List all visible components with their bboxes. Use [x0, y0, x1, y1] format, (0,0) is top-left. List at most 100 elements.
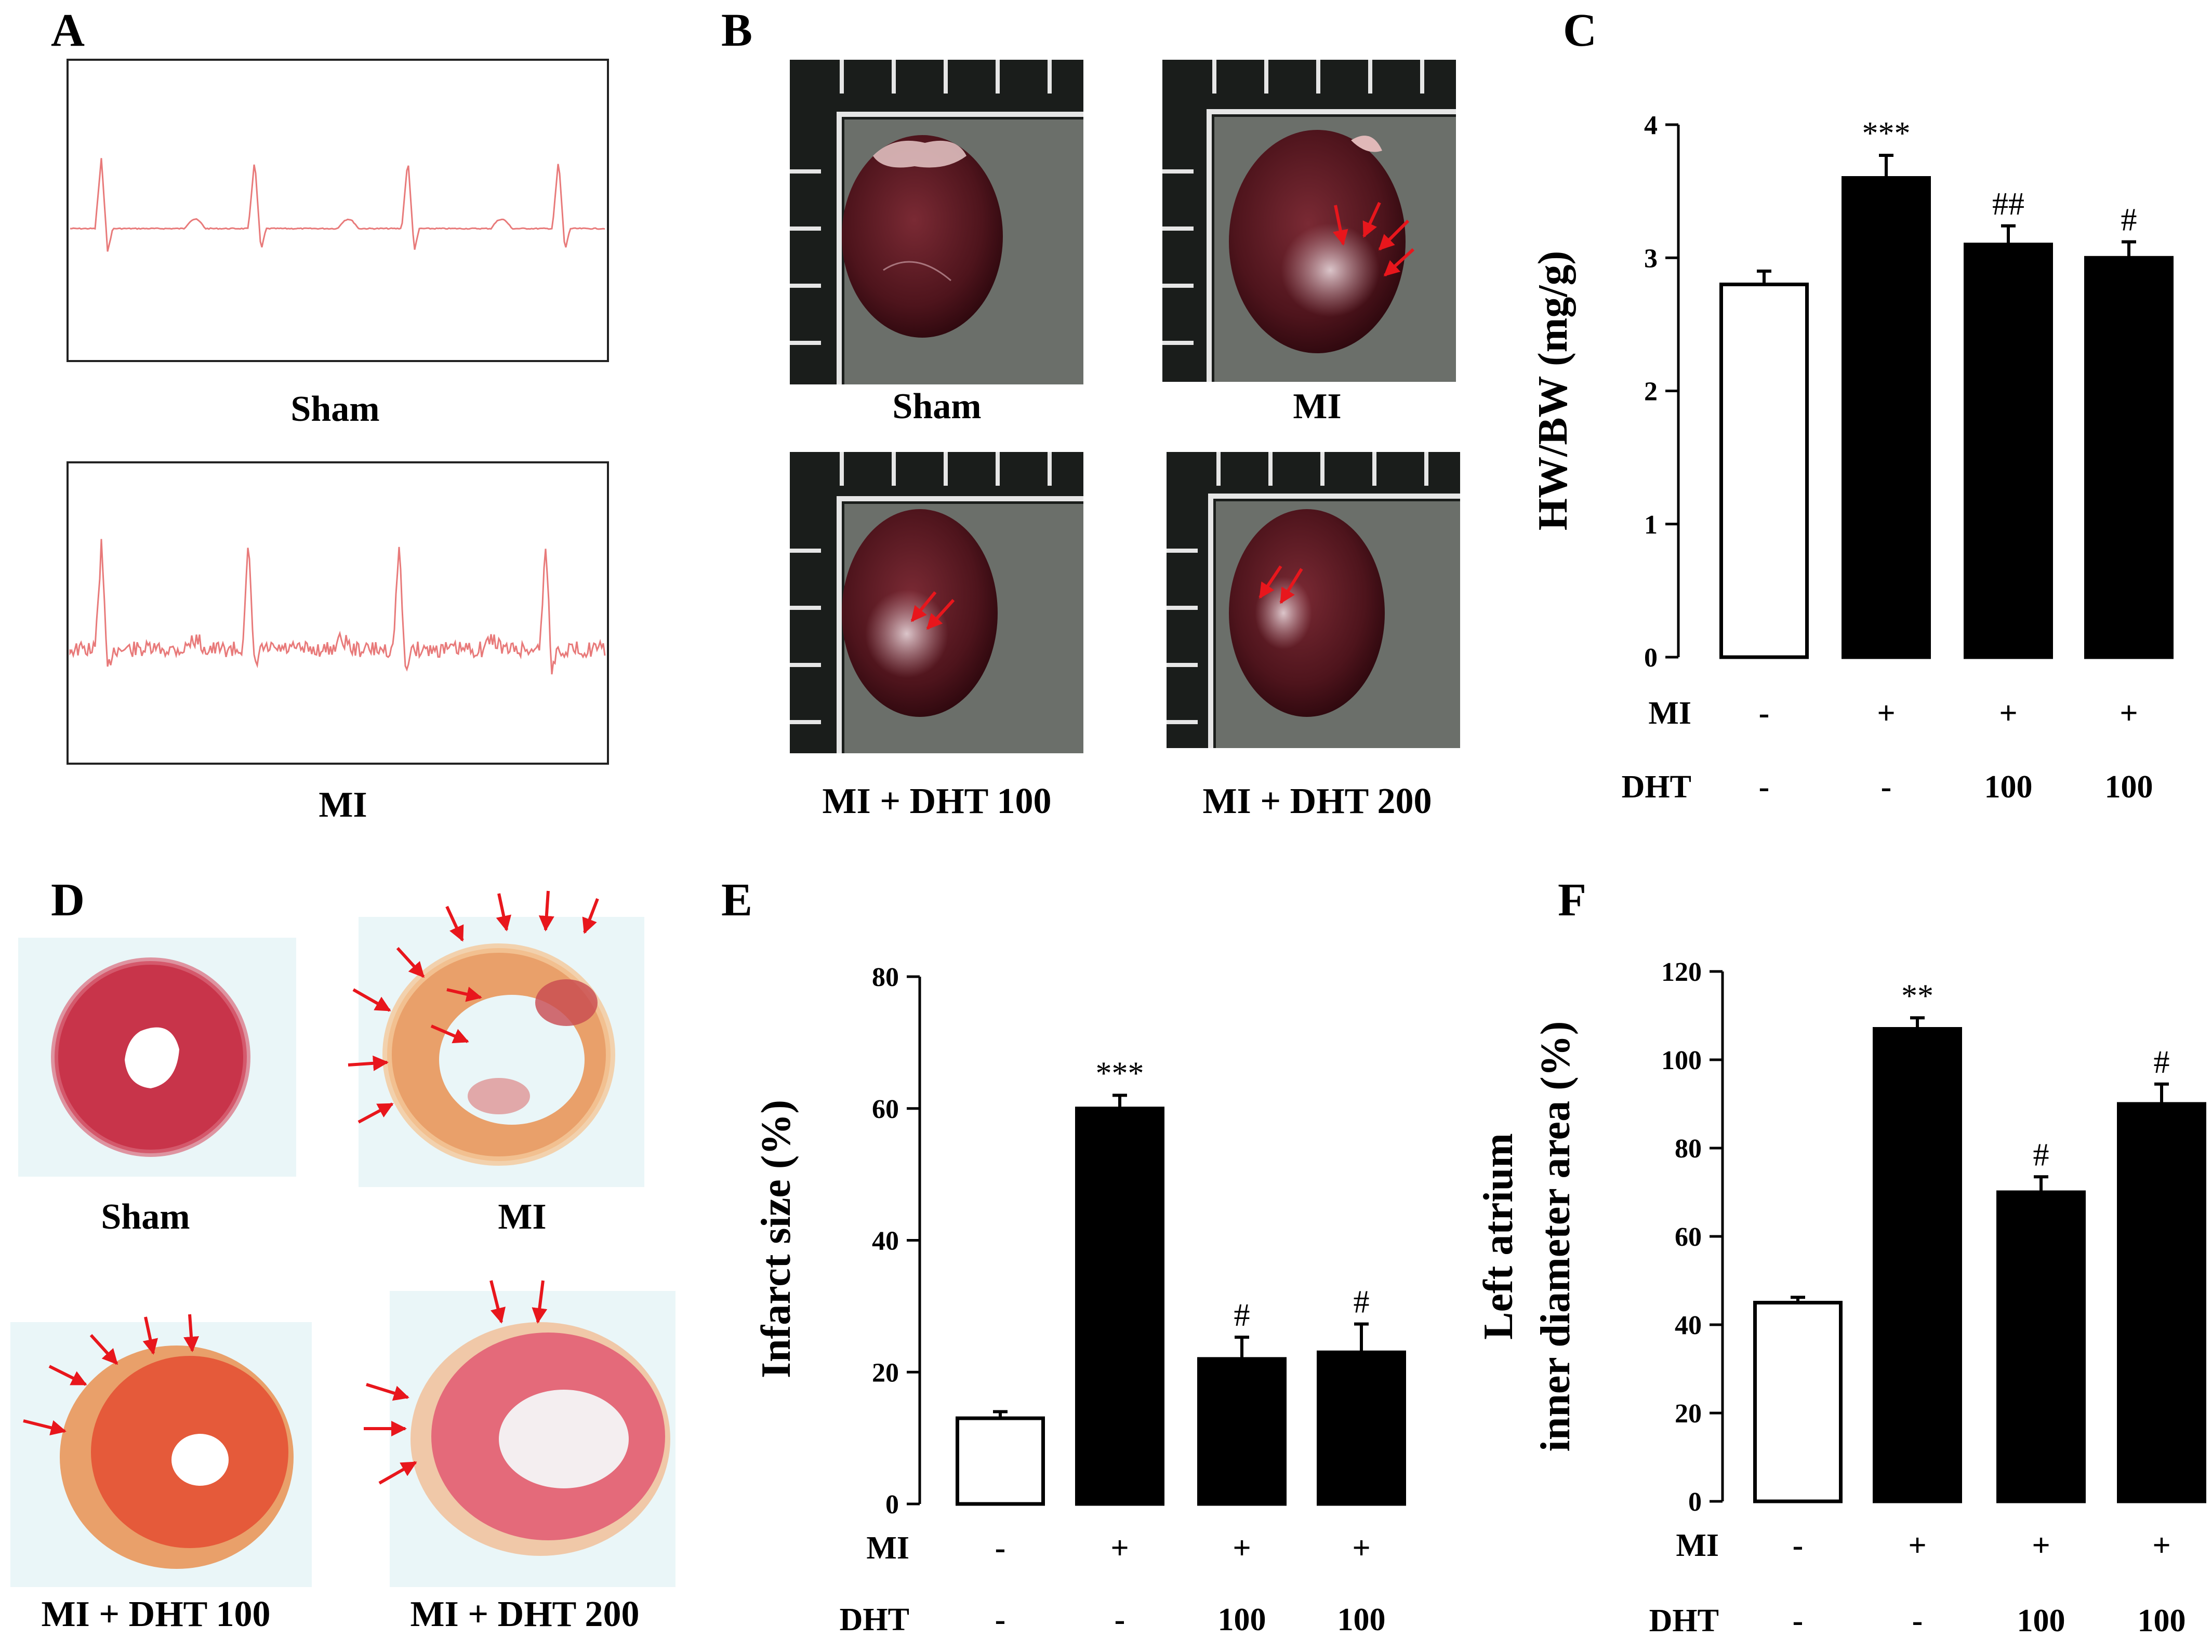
significance-marker: ## [1992, 186, 2024, 222]
slice-photo-mi [359, 917, 644, 1187]
condition-value: + [1999, 696, 2017, 731]
y-axis-label: HW/BW (mg/g) [1530, 251, 1576, 531]
infarct-arrows-dht200-slice [364, 1280, 548, 1485]
condition-value: - [1115, 1602, 1125, 1637]
condition-value: + [1908, 1528, 1926, 1563]
heart-photo-mi-dht200 [1167, 452, 1460, 748]
infarct-arrows-dht100-slice [23, 1314, 200, 1436]
bar [1996, 1190, 2086, 1503]
y-tick-label: 0 [1644, 643, 1658, 673]
condition-value: + [1110, 1530, 1129, 1566]
bar [1753, 1301, 1843, 1503]
condition-value: - [1759, 769, 1770, 805]
condition-row-label: DHT [1649, 1603, 1719, 1638]
y-tick-label: 60 [1675, 1222, 1702, 1252]
condition-row-label: MI [866, 1530, 909, 1566]
y-tick-label: 40 [872, 1227, 899, 1256]
y-tick-label: 60 [872, 1095, 899, 1124]
condition-value: - [1793, 1603, 1804, 1638]
condition-value: 100 [1218, 1602, 1266, 1637]
heart-photo-mi-dht100 [790, 452, 1083, 753]
bar-chart-infarct-size: 0 20 40 60 80 Infarct size (%) *** # # MI - + + + DHT -… [753, 963, 1406, 1637]
condition-value: - [1793, 1528, 1804, 1563]
panel-letter-b: B [721, 5, 752, 56]
y-axis-label: Infarct size (%) [753, 1100, 799, 1378]
panel-letter-d: D [51, 874, 85, 926]
slice-label-mi-dht200: MI + DHT 200 [410, 1594, 639, 1634]
significance-marker: # [1234, 1298, 1250, 1333]
bar [1842, 176, 1931, 659]
significance-marker: # [2121, 203, 2137, 238]
ecg-trace-sham [70, 158, 605, 252]
condition-value: 100 [1337, 1602, 1386, 1637]
y-tick-label: 20 [1675, 1399, 1702, 1429]
condition-value: - [1759, 696, 1770, 731]
y-tick-label: 0 [885, 1490, 899, 1520]
y-tick-label: 4 [1644, 111, 1658, 140]
ecg-panel-sham [67, 59, 609, 362]
bar [1075, 1107, 1164, 1506]
significance-marker: # [2154, 1045, 2170, 1080]
y-tick-label: 2 [1644, 377, 1658, 407]
infarct-arrows-mi-slice [348, 890, 599, 1124]
bar [1873, 1027, 1962, 1503]
y-tick-label: 100 [1661, 1046, 1702, 1075]
bar [1719, 283, 1809, 659]
bar [2084, 256, 2174, 659]
heart-label-sham: Sham [892, 387, 981, 427]
condition-value: 100 [1984, 769, 2033, 805]
y-tick-label: 1 [1644, 510, 1658, 540]
ecg-trace-mi [69, 539, 606, 675]
bar [1964, 243, 2053, 659]
bar-chart-left-atrium: 0 20 40 60 80 100 120 Left atrium inner diameter… [1476, 957, 2206, 1638]
y-axis-label-line: Left atrium [1476, 1133, 1521, 1340]
infarct-arrows-dht100-heart [910, 591, 955, 630]
infarct-arrows-mi-heart [1332, 202, 1415, 277]
panel-letter-c: C [1563, 5, 1597, 56]
y-tick-label: 80 [872, 963, 899, 992]
heart-label-mi-dht200: MI + DHT 200 [1202, 781, 1432, 821]
condition-value: + [2152, 1528, 2170, 1563]
heart-label-mi-dht100: MI + DHT 100 [822, 781, 1051, 821]
panel-letter-f: F [1558, 874, 1586, 926]
infarct-arrows-dht200-heart [1259, 565, 1303, 604]
condition-row-label: MI [1648, 696, 1691, 731]
slice-label-sham: Sham [101, 1197, 190, 1237]
y-tick-label: 80 [1675, 1134, 1702, 1164]
y-tick-label: 0 [1688, 1487, 1702, 1517]
significance-marker: ** [1901, 978, 1933, 1014]
heart-label-mi: MI [1293, 387, 1341, 427]
slice-label-mi-dht100: MI + DHT 100 [41, 1594, 270, 1634]
condition-value: + [1877, 696, 1895, 731]
bar [1197, 1357, 1287, 1506]
significance-marker: *** [1096, 1056, 1144, 1091]
condition-row-label: DHT [1622, 769, 1691, 805]
condition-value: 100 [2138, 1603, 2186, 1638]
y-tick-label: 3 [1644, 244, 1658, 273]
condition-value: - [1912, 1603, 1923, 1638]
bar [1317, 1350, 1406, 1506]
slice-photo-sham [18, 938, 296, 1177]
y-tick-label: 20 [872, 1358, 899, 1388]
heart-photo-mi [1162, 60, 1456, 382]
condition-value: + [1233, 1530, 1251, 1566]
condition-value: 100 [2105, 769, 2153, 805]
slice-photo-mi-dht100 [10, 1322, 312, 1587]
bar [956, 1416, 1045, 1506]
y-axis-label-line: inner diameter area (%) [1533, 1021, 1579, 1452]
panel-letter-e: E [721, 874, 752, 926]
condition-value: 100 [2017, 1603, 2065, 1638]
ecg-panel-mi [67, 461, 609, 765]
y-tick-label: 120 [1661, 957, 1702, 987]
condition-row-label: MI [1676, 1528, 1719, 1563]
condition-row-label: DHT [840, 1602, 909, 1637]
ecg-label-mi: MI [319, 785, 367, 825]
significance-marker: # [1354, 1285, 1370, 1320]
slice-label-mi: MI [498, 1197, 546, 1237]
ecg-label-sham: Sham [290, 389, 379, 429]
significance-marker: *** [1862, 116, 1911, 151]
bar [2117, 1102, 2206, 1503]
